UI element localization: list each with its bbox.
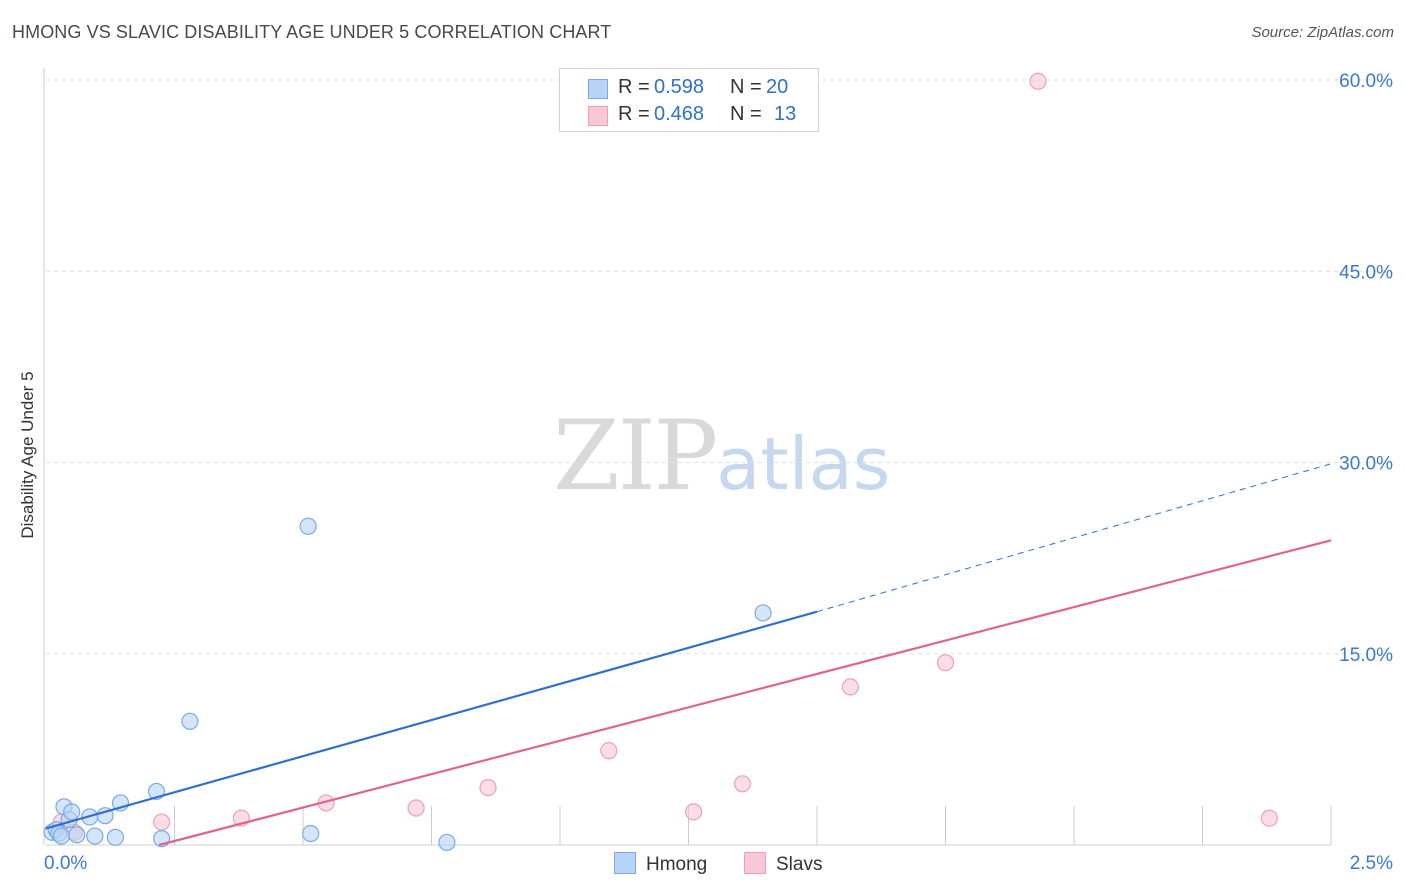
slavs-point [685,803,703,821]
hmong-point [754,604,772,622]
slavs-point [733,775,752,793]
hmong-point [52,827,71,845]
slavs-point [600,742,618,760]
slavs-point [1260,809,1278,827]
hmong-point [68,826,86,844]
hmong-trend-extension [816,463,1332,613]
y-axis-label: Disability Age Under 5 [18,371,37,539]
hmong-point [299,517,317,535]
watermark-atlas: atlas [716,422,891,506]
hmong-swatch [588,79,608,99]
source-label: Source: ZipAtlas.com [1251,24,1394,41]
hmong-point [63,803,81,821]
legend-n-label: N = [730,103,762,125]
slavs-swatch [588,106,608,126]
correlation-legend: R = 0.598 N = 20 R = 0.468 N = 13 [559,68,819,132]
legend-n-value: 20 [766,76,789,98]
y-tick-label: 15.0% [1339,645,1393,666]
slavs-point [153,813,171,831]
legend-r-value: 0.468 [654,103,705,125]
hmong-legend-label: Hmong [646,854,708,875]
legend-r-label: R = [618,103,650,125]
slavs-point [1029,72,1047,90]
slavs-legend-swatch [744,852,766,874]
bottom-legend-hmong: Hmong [614,852,707,876]
y-tick-label: 45.0% [1339,262,1393,283]
hmong-point [302,824,320,843]
y-tick-label: 60.0% [1339,71,1393,92]
watermark-zip: ZIP [553,400,718,512]
slavs-point [407,799,425,817]
legend-r-value: 0.598 [654,76,705,98]
chart-title: HMONG VS SLAVIC DISABILITY AGE UNDER 5 C… [12,22,612,42]
hmong-point [106,828,124,846]
bottom-legend-slavs: Slavs [744,852,822,876]
slavs-legend-label: Slavs [776,854,823,875]
slavs-point [479,779,497,797]
legend-row-hmong: R = 0.598 N = 20 [560,75,818,101]
x-tick-label: 2.5% [1350,853,1393,874]
hmong-point [438,833,456,852]
legend-n-label: N = [730,76,762,98]
legend-row-slavs: R = 0.468 N = 13 [560,102,818,128]
slavs-point [841,678,860,696]
legend-r-label: R = [618,76,650,98]
hmong-trend-line [45,610,818,830]
y-tick-label: 30.0% [1339,454,1393,475]
slavs-trend-line [158,539,1332,847]
zipatlas-watermark: ZIPatlas [553,400,890,512]
slavs-point [936,654,955,672]
hmong-point [86,827,104,845]
hmong-point [181,712,199,730]
hmong-legend-swatch [614,852,636,874]
legend-n-value: 13 [774,103,797,125]
x-tick-label: 0.0% [44,853,87,874]
